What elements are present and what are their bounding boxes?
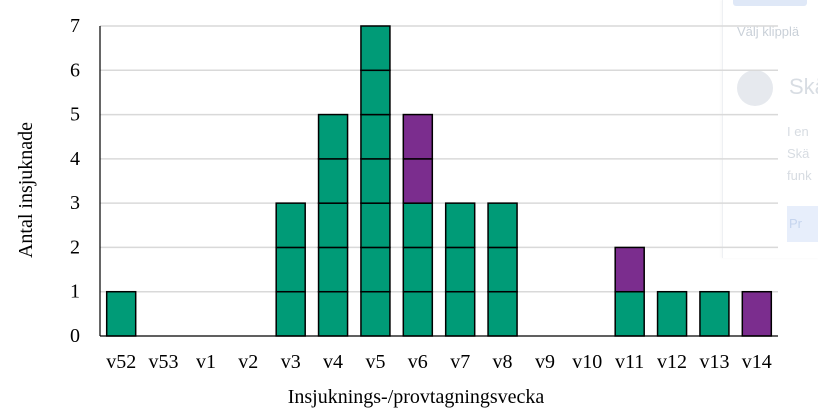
bar-v5-series1-cell5 <box>360 113 391 160</box>
y-tick-5: 5 <box>70 104 80 126</box>
axes <box>99 26 778 337</box>
x-tick-v4: v4 <box>323 351 343 373</box>
bar-v4-series1-cell2 <box>317 246 349 293</box>
x-tick-v1: v1 <box>196 351 216 373</box>
y-tick-1: 1 <box>70 281 80 303</box>
x-tick-v7: v7 <box>450 351 470 373</box>
x-tick-v2: v2 <box>238 351 258 373</box>
y-tick-4: 4 <box>70 148 80 170</box>
x-tick-v3: v3 <box>281 351 301 373</box>
x-tick-v8: v8 <box>493 351 513 373</box>
gridlines <box>100 25 778 293</box>
y-tick-0: 0 <box>70 325 80 347</box>
bar-v11-series1-cell1 <box>614 290 645 337</box>
bar-v14-series2-cell1 <box>741 290 773 337</box>
panel-hint-text: Välj klipplä <box>737 24 800 39</box>
y-tick-3: 3 <box>70 192 80 214</box>
x-axis-label: Insjuknings-/provtagningsvecka <box>288 386 545 408</box>
bar-v3-series1-cell2 <box>275 246 306 293</box>
panel-line-1: I en <box>787 124 809 139</box>
bar-v13-series1-cell1 <box>699 290 730 337</box>
x-tick-v6: v6 <box>408 351 428 373</box>
bars <box>105 25 773 337</box>
y-tick-7: 7 <box>70 15 80 37</box>
x-tick-v11: v11 <box>615 351 644 373</box>
bar-v7-series1-cell2 <box>444 246 476 293</box>
bar-v4-series1-cell3 <box>317 202 349 249</box>
bar-v5-series1-cell1 <box>360 290 391 337</box>
panel-line-2: Skä <box>787 146 810 161</box>
bar-v12-series1-cell1 <box>656 290 688 337</box>
x-tick-v5: v5 <box>365 351 385 373</box>
bar-v8-series1-cell1 <box>487 290 518 337</box>
background-side-panel: Välj klipplä Skä I en Skä funk Pr <box>722 0 818 258</box>
bar-v3-series1-cell1 <box>275 290 306 337</box>
bar-v5-series1-cell2 <box>360 246 391 293</box>
mountain-logo-icon <box>737 70 773 106</box>
bar-v6-series1-cell2 <box>402 246 434 293</box>
x-tick-v12: v12 <box>657 351 687 373</box>
x-tick-v13: v13 <box>699 351 729 373</box>
panel-button-label: Pr <box>789 216 802 231</box>
bar-v3-series1-cell3 <box>275 202 306 249</box>
bar-v8-series1-cell3 <box>487 202 518 249</box>
bar-v5-series1-cell6 <box>360 69 391 116</box>
x-tick-v10: v10 <box>572 351 602 373</box>
panel-button[interactable]: Pr <box>787 206 818 242</box>
x-tick-v52: v52 <box>106 351 136 373</box>
bar-v5-series1-cell4 <box>360 158 391 204</box>
bar-v11-series2-cell2 <box>614 246 645 293</box>
panel-line-3: funk <box>787 168 812 183</box>
bar-v4-series1-cell1 <box>317 290 349 337</box>
panel-top-bar <box>733 0 807 6</box>
bar-v7-series1-cell3 <box>444 202 476 249</box>
y-tick-2: 2 <box>70 236 80 258</box>
bar-v6-series1-cell1 <box>402 290 434 337</box>
bar-v6-series2-cell5 <box>402 113 434 160</box>
bar-v4-series1-cell5 <box>317 113 349 160</box>
x-tick-v53: v53 <box>149 351 179 373</box>
y-tick-labels: 0 1 2 3 4 5 6 7 <box>70 15 80 347</box>
x-tick-v14: v14 <box>742 351 772 373</box>
bar-v6-series1-cell3 <box>402 202 434 249</box>
x-tick-v9: v9 <box>535 351 555 373</box>
x-tick-labels: v52 v53 v1 v2 v3 v4 v5 v6 v7 v8 v9 v10 v11 v12 v13 v14 <box>106 351 772 373</box>
bar-v6-series2-cell4 <box>402 158 434 204</box>
bar-v5-series1-cell3 <box>360 202 391 249</box>
bar-v4-series1-cell4 <box>317 158 349 204</box>
y-tick-6: 6 <box>70 59 80 81</box>
bar-v7-series1-cell1 <box>444 290 476 337</box>
y-axis-label: Antal insjuknade <box>15 122 37 258</box>
bar-v52-series1-cell1 <box>105 290 137 337</box>
bar-v5-series1-cell7 <box>360 25 391 72</box>
panel-heading: Skä <box>789 74 818 99</box>
bar-v8-series1-cell2 <box>487 246 518 293</box>
